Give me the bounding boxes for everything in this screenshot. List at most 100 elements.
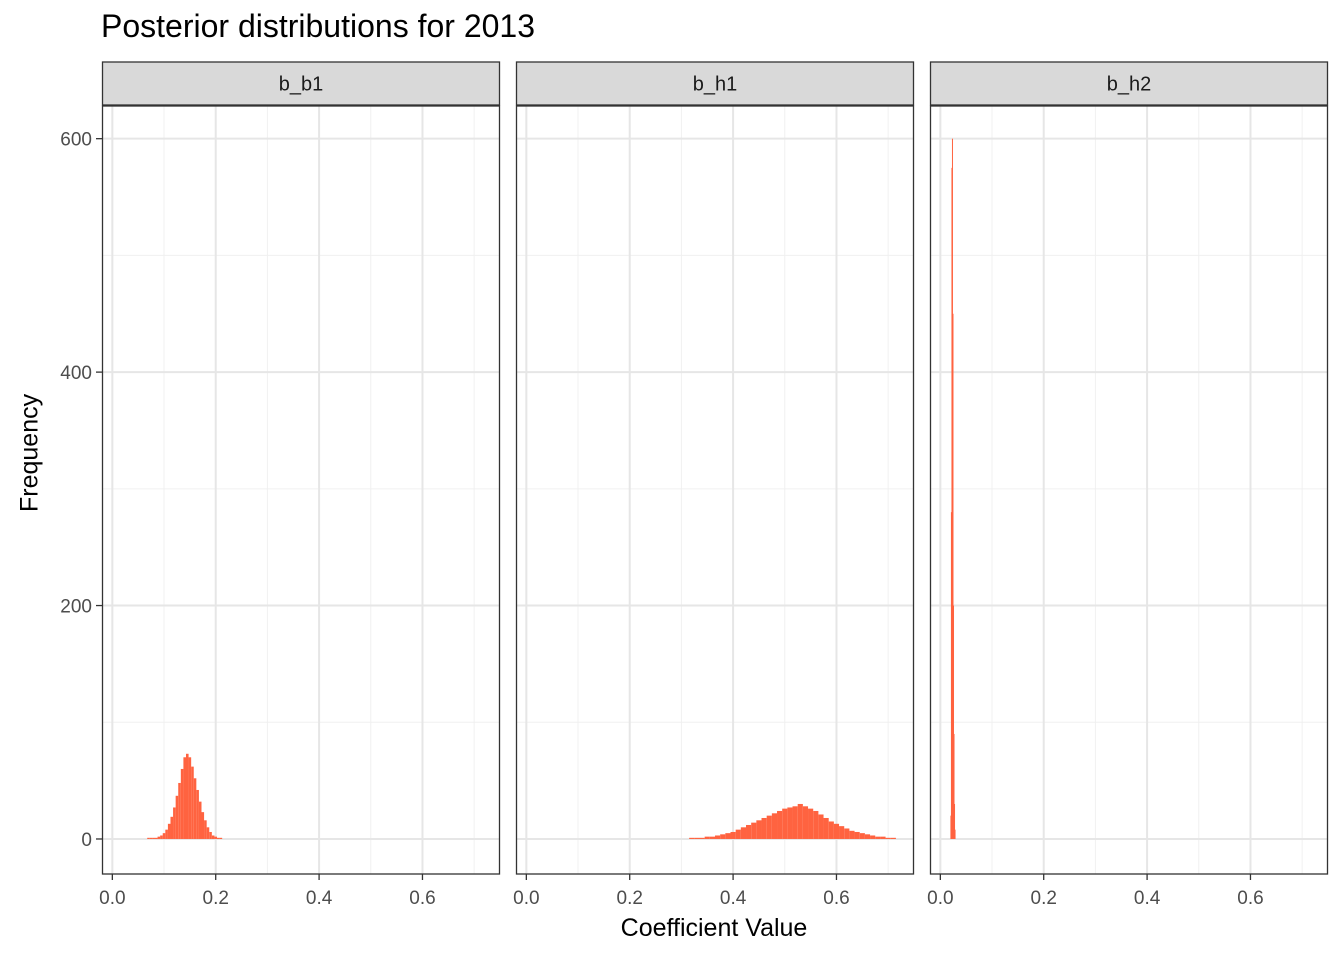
- histogram-bar: [211, 835, 215, 839]
- histogram-bar: [730, 831, 736, 839]
- histogram-bar: [950, 815, 952, 839]
- histogram-bar: [185, 753, 189, 839]
- y-tick-label: 400: [60, 363, 92, 384]
- panel-background: [930, 106, 1328, 874]
- panel-background: [516, 106, 914, 874]
- facet-strip-label: b_b1: [279, 74, 324, 96]
- histogram-bar: [699, 837, 705, 839]
- histogram-bar: [180, 768, 184, 839]
- facet-panel-b_h2: b_h2 0.0 0.2 0.4 0.6: [927, 61, 1329, 909]
- histogram-bar: [859, 833, 865, 839]
- histogram-bar: [217, 837, 220, 839]
- histogram-bar: [951, 167, 953, 839]
- histogram-bar: [720, 834, 726, 839]
- histogram-bar: [864, 834, 871, 839]
- histogram-bar: [787, 807, 793, 839]
- histogram-bar: [777, 810, 783, 839]
- histogram-bar: [167, 823, 171, 839]
- histogram-bar: [193, 778, 197, 839]
- histogram-bar: [849, 830, 855, 839]
- x-tick-label: 0.4: [1134, 888, 1161, 909]
- histogram-bar: [219, 837, 223, 839]
- histogram-bar: [162, 833, 166, 839]
- facet-panel-b_b1: b_b1 0.0 0.2 0.4 0.6: [99, 61, 501, 909]
- x-tick-label: 0.4: [720, 888, 747, 909]
- facet-strip: [515, 61, 915, 106]
- histogram-bar: [196, 789, 199, 839]
- histogram-bar: [173, 807, 176, 839]
- histogram-bar: [952, 313, 954, 839]
- histogram-bar: [694, 837, 700, 839]
- panel-border: [101, 105, 501, 875]
- facet-strip-label: b_h2: [1107, 74, 1152, 96]
- histogram-bar: [950, 512, 952, 839]
- histogram-bar: [740, 827, 747, 839]
- histogram-bar: [183, 757, 186, 839]
- histogram-bar: [953, 733, 955, 839]
- histogram-bar: [954, 829, 956, 839]
- histogram-bar: [735, 829, 741, 839]
- histogram-bar: [792, 806, 798, 839]
- x-tick-label: 0.0: [513, 888, 539, 909]
- histogram-bar: [191, 766, 194, 839]
- histogram-bar: [870, 835, 876, 839]
- histogram-bar: [709, 836, 715, 839]
- histogram-bar: [818, 814, 824, 839]
- panel-border: [515, 105, 915, 875]
- facet-strip-label: b_h1: [693, 74, 738, 96]
- histogram-bar: [828, 821, 834, 839]
- histogram-bar: [771, 813, 778, 839]
- x-tick-label: 0.6: [1237, 888, 1263, 909]
- histogram-bar: [797, 803, 803, 839]
- histogram-bar: [704, 836, 710, 839]
- histogram-bar: [885, 837, 891, 839]
- x-axis-label: Coefficient Value: [620, 914, 808, 942]
- histogram-bar: [715, 835, 721, 839]
- histogram-bar: [954, 803, 956, 839]
- histogram-bar: [725, 833, 731, 839]
- histogram-bar: [880, 836, 886, 839]
- histogram-bar: [160, 835, 163, 839]
- histogram-bar: [802, 806, 809, 839]
- histogram-bar: [689, 837, 695, 839]
- histogram-bar: [178, 782, 181, 839]
- x-tick-label: 0.0: [927, 888, 953, 909]
- y-tick-label: 600: [60, 130, 92, 151]
- histogram-bar: [875, 836, 881, 839]
- histogram-bar: [844, 828, 850, 839]
- histogram-bar: [808, 808, 814, 839]
- histogram-bar: [175, 795, 179, 839]
- histogram-bar: [204, 820, 207, 839]
- panel-background: [102, 106, 500, 874]
- histogram-bar: [890, 837, 896, 839]
- x-tick-label: 0.6: [823, 888, 849, 909]
- histogram-bar: [157, 836, 161, 839]
- x-tick-label: 0.2: [617, 888, 643, 909]
- facet-strip: [101, 61, 501, 106]
- histogram-bar: [154, 837, 158, 839]
- histogram-bar: [206, 827, 210, 839]
- panel-border: [929, 105, 1329, 875]
- x-tick-label: 0.2: [203, 888, 229, 909]
- histogram-bar: [833, 823, 840, 839]
- facet-strip: [929, 61, 1329, 106]
- histogram-bar: [209, 831, 212, 839]
- histogram-bar: [953, 605, 955, 839]
- histogram-bar: [746, 824, 752, 839]
- histogram-bar: [766, 815, 772, 839]
- histogram-bar: [813, 810, 819, 839]
- x-tick-label: 0.2: [1031, 888, 1057, 909]
- histogram-bar: [149, 837, 153, 839]
- histogram-bar: [214, 836, 218, 839]
- histogram-bar: [756, 820, 762, 839]
- facet-panel-b_h1: b_h1 0.0 0.2 0.4 0.6: [513, 61, 915, 909]
- histogram-bar: [170, 816, 174, 839]
- histogram-bar: [823, 817, 829, 839]
- x-tick-label: 0.0: [99, 888, 125, 909]
- histogram-bar: [198, 801, 202, 839]
- histogram-bar: [751, 822, 757, 839]
- histogram-bar: [951, 138, 953, 839]
- y-tick-label: 200: [60, 597, 92, 618]
- chart-title: Posterior distributions for 2013: [101, 8, 535, 44]
